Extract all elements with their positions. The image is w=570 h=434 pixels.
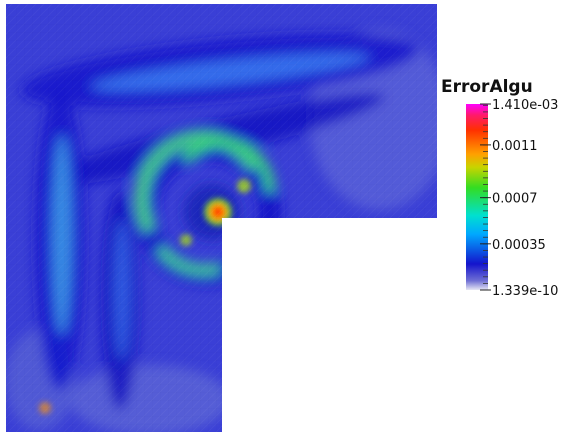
colorbar-tick-label: 1.339e-10 xyxy=(492,284,558,299)
colorbar-tick-label: 0.00035 xyxy=(492,238,546,253)
colorbar-title: ErrorAlgu xyxy=(441,77,533,97)
error-field xyxy=(6,4,437,432)
colorbar-tick-label: 0.0011 xyxy=(492,139,538,154)
field-mesh-overlay xyxy=(6,4,437,432)
colorbar: ErrorAlgu 1.410e-030.00110.00070.000351.… xyxy=(441,77,558,299)
colorbar-tick-label: 1.410e-03 xyxy=(492,98,558,113)
colorbar-major-ticks: 1.410e-03 0.0011 0.0007 0.00035 1.339e-10 xyxy=(480,98,558,299)
colorbar-tick-label: 0.0007 xyxy=(492,192,538,207)
colorbar-minor-ticks xyxy=(483,104,488,284)
